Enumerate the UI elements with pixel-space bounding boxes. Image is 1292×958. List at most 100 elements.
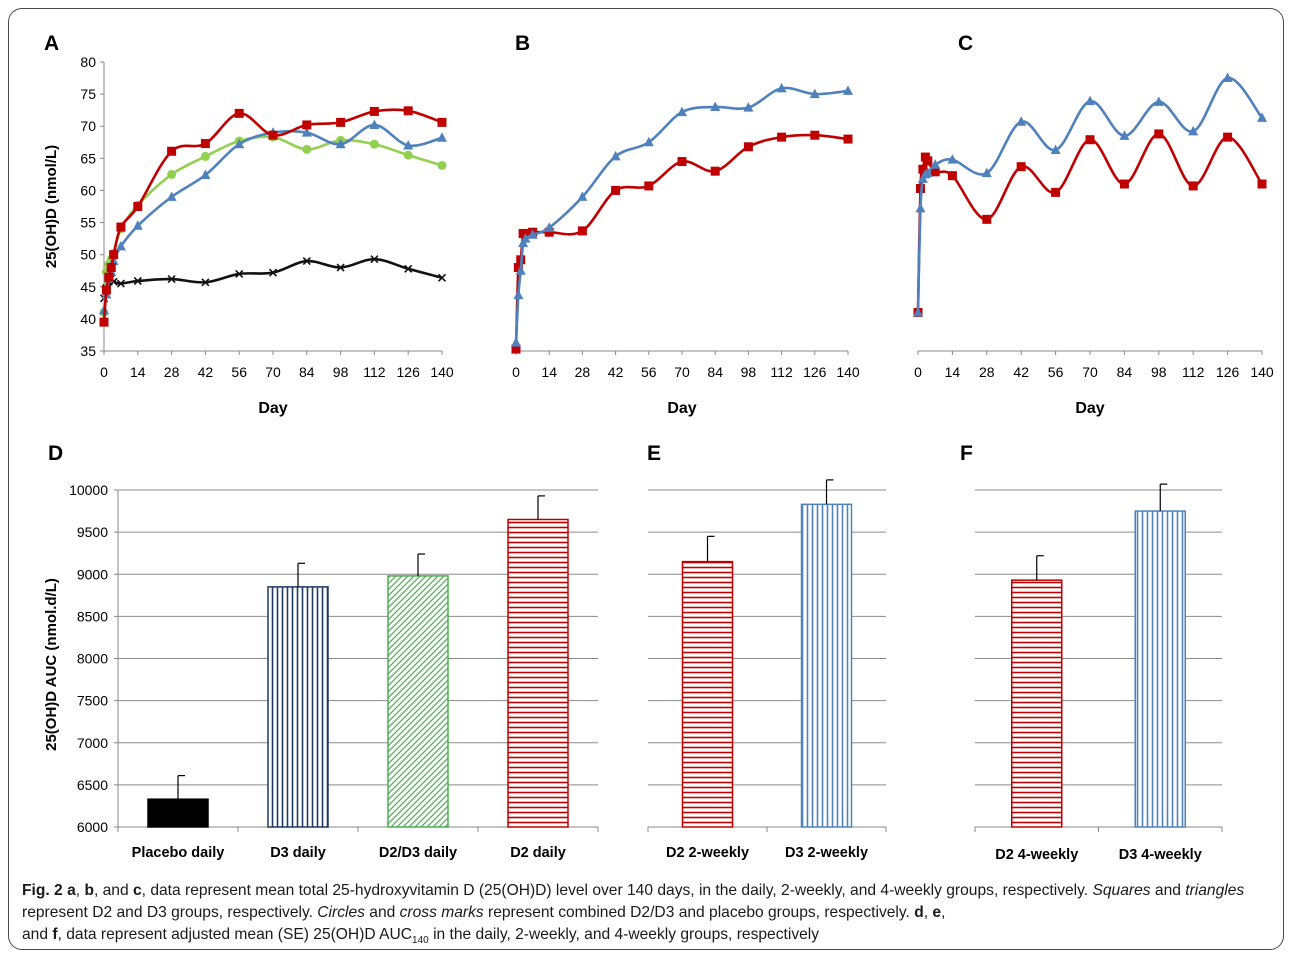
data-point-d2 (677, 157, 687, 167)
data-point-d2 (577, 226, 587, 236)
caption-cross: cross marks (399, 904, 484, 921)
data-point-placebo (302, 257, 311, 266)
data-point-d2d3 (200, 151, 210, 161)
series-line-d2 (514, 133, 849, 350)
x-tick-label: 0 (914, 364, 922, 380)
data-point-d3 (335, 138, 346, 149)
x-tick-label: 140 (836, 364, 860, 380)
x-tick-label: 140 (430, 364, 454, 380)
data-point-d2 (1119, 179, 1129, 189)
data-point-placebo (167, 275, 176, 284)
data-point-d2d3 (437, 160, 447, 170)
category-label: D3 2-weekly (785, 845, 868, 861)
caption-d: d (914, 904, 924, 921)
y-tick-label: 7500 (77, 693, 108, 709)
bar-d2-daily (507, 518, 569, 828)
caption-circles: Circles (317, 904, 365, 921)
data-point-d2 (106, 263, 116, 273)
data-point-d3 (743, 102, 754, 112)
bar-d3-4-weekly (1134, 510, 1186, 828)
x-tick-label: 56 (231, 364, 247, 380)
data-point-d3 (710, 101, 721, 111)
x-tick-label: 56 (1048, 364, 1064, 380)
data-point-d2 (982, 214, 992, 224)
data-point-d2 (810, 130, 820, 140)
data-point-d2 (133, 202, 143, 211)
caption-fig-label: Fig. 2 (22, 882, 63, 899)
series-line-d3 (102, 123, 443, 311)
data-point-d2 (1223, 132, 1233, 142)
series-line-d3 (916, 76, 1264, 313)
y-tick-label: 55 (80, 215, 96, 231)
x-tick-label: 56 (641, 364, 657, 380)
data-point-d3 (511, 337, 521, 347)
data-point-d3 (913, 306, 923, 317)
data-point-d2 (99, 317, 109, 327)
data-point-d3 (843, 85, 853, 95)
data-point-d2 (1051, 187, 1061, 197)
data-point-placebo (201, 278, 210, 287)
data-point-d3 (132, 220, 143, 230)
x-tick-label: 28 (164, 364, 180, 380)
data-point-d2 (544, 227, 554, 237)
category-label: Placebo daily (132, 845, 225, 861)
caption-and1: and (1150, 882, 1186, 899)
caption-a: a (67, 882, 76, 899)
category-label: D2 2-weekly (666, 845, 749, 861)
bar-d2-d3-daily (387, 575, 449, 828)
data-point-d3 (200, 169, 211, 180)
y-tick-label: 6000 (77, 819, 108, 835)
y-tick-label: 35 (80, 343, 96, 359)
figure-caption: Fig. 2 a, b, and c, data represent mean … (22, 880, 1272, 952)
y-tick-label: 9000 (77, 566, 108, 582)
x-tick-label: 42 (198, 364, 214, 380)
data-point-placebo (370, 255, 379, 264)
y-tick-label: 40 (80, 311, 96, 327)
data-point-d2d3 (403, 150, 413, 160)
data-point-d2 (104, 272, 114, 282)
data-point-d3 (544, 222, 555, 232)
caption-and2: and (364, 904, 400, 921)
panel-letter-c: C (958, 32, 973, 55)
x-tick-label: 98 (741, 364, 757, 380)
y-tick-label: 8500 (77, 608, 108, 624)
data-point-d3 (1188, 125, 1199, 136)
x-tick-label: 84 (707, 364, 723, 380)
caption-sep2: , and (93, 882, 133, 899)
data-point-d3 (947, 154, 958, 164)
x-tick-label: 0 (100, 364, 108, 380)
x-tick-label: 98 (1151, 364, 1167, 380)
caption-sep3: , (923, 904, 933, 921)
x-tick-label: 0 (512, 364, 520, 380)
x-tick-label: 126 (1216, 364, 1240, 380)
data-point-d2 (930, 167, 940, 177)
data-point-d3 (301, 127, 312, 137)
panel-letter-d: D (48, 442, 63, 465)
x-tick-label: 126 (803, 364, 827, 380)
caption-e: e (932, 904, 942, 921)
data-point-d3 (922, 167, 933, 178)
data-point-d2 (437, 117, 447, 127)
x-tick-label: 84 (1117, 364, 1133, 380)
data-point-placebo (116, 279, 125, 288)
data-point-d2 (336, 117, 346, 127)
x-tick-label: 14 (541, 364, 557, 380)
data-point-d2 (1016, 162, 1026, 172)
category-label: D3 daily (270, 845, 326, 861)
data-point-d3 (234, 138, 245, 149)
data-point-d2 (1085, 135, 1095, 145)
figure-svg: A 35 40 45 50 55 60 65 70 75 80 25(OH)D (nmol/L) 0 14… (43, 32, 1274, 863)
caption-triangles: triangles (1185, 882, 1245, 899)
data-point-d2 (1257, 179, 1267, 189)
data-point-d3 (610, 150, 621, 161)
data-point-d2 (710, 166, 720, 176)
bar-d3-2-weekly (800, 503, 853, 828)
caption-sep1: , (75, 882, 85, 899)
y-tick-label: 50 (80, 247, 96, 263)
category-label: D2 daily (510, 845, 566, 861)
series-line-d2 (102, 108, 443, 323)
x-tick-label: 70 (265, 364, 281, 380)
caption-text1: , data represent mean total 25-hydroxyvi… (141, 882, 1089, 899)
series-line-d2 (916, 132, 1264, 313)
x-tick-label: 70 (1082, 364, 1098, 380)
